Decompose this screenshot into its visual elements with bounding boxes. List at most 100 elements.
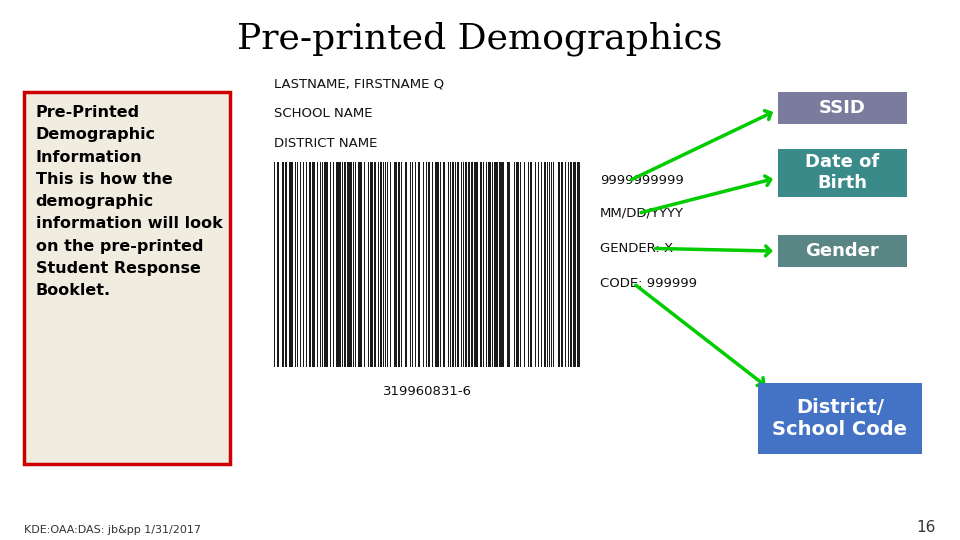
- Bar: [528, 162, 529, 367]
- Bar: [305, 162, 306, 367]
- Text: Gender: Gender: [805, 242, 879, 260]
- Bar: [344, 162, 347, 367]
- Bar: [284, 162, 287, 367]
- Bar: [428, 162, 430, 367]
- Bar: [523, 162, 525, 367]
- Bar: [455, 162, 456, 367]
- Bar: [276, 162, 279, 367]
- Bar: [461, 162, 462, 367]
- Bar: [282, 162, 283, 367]
- FancyBboxPatch shape: [758, 383, 922, 454]
- Bar: [274, 162, 275, 367]
- Bar: [358, 162, 362, 367]
- Bar: [355, 162, 356, 367]
- Bar: [541, 162, 542, 367]
- Text: LASTNAME, FIRSTNAME Q: LASTNAME, FIRSTNAME Q: [274, 77, 444, 90]
- Bar: [371, 162, 372, 367]
- Bar: [364, 162, 365, 367]
- FancyBboxPatch shape: [24, 92, 230, 464]
- Bar: [567, 162, 568, 367]
- Text: Date of
Birth: Date of Birth: [805, 153, 879, 192]
- Bar: [297, 162, 298, 367]
- Bar: [418, 162, 420, 367]
- Bar: [289, 162, 294, 367]
- Bar: [309, 162, 311, 367]
- Bar: [444, 162, 445, 367]
- Bar: [474, 162, 478, 367]
- Bar: [425, 162, 426, 367]
- Bar: [342, 162, 343, 367]
- Bar: [561, 162, 564, 367]
- Bar: [489, 162, 491, 367]
- Bar: [423, 162, 424, 367]
- Bar: [320, 162, 321, 367]
- Bar: [432, 162, 433, 367]
- Bar: [380, 162, 381, 367]
- Bar: [558, 162, 560, 367]
- Bar: [413, 162, 414, 367]
- Bar: [415, 162, 416, 367]
- Bar: [463, 162, 464, 367]
- Bar: [565, 162, 566, 367]
- Bar: [385, 162, 386, 367]
- Bar: [468, 162, 469, 367]
- Bar: [483, 162, 484, 367]
- Text: CODE: 999999: CODE: 999999: [600, 277, 697, 290]
- Bar: [573, 162, 576, 367]
- Bar: [336, 162, 341, 367]
- Bar: [317, 162, 318, 367]
- Text: SCHOOL NAME: SCHOOL NAME: [274, 107, 372, 120]
- Bar: [499, 162, 504, 367]
- Text: 16: 16: [917, 519, 936, 535]
- Bar: [387, 162, 388, 367]
- Bar: [551, 162, 552, 367]
- Bar: [440, 162, 441, 367]
- Bar: [401, 162, 402, 367]
- Text: District/
School Code: District/ School Code: [773, 398, 907, 439]
- Bar: [410, 162, 411, 367]
- Bar: [520, 162, 521, 367]
- Bar: [493, 162, 498, 367]
- Text: KDE:OAA:DAS: jb&pp 1/31/2017: KDE:OAA:DAS: jb&pp 1/31/2017: [24, 524, 201, 535]
- Bar: [312, 162, 316, 367]
- Bar: [578, 162, 580, 367]
- Bar: [373, 162, 376, 367]
- Bar: [324, 162, 327, 367]
- Bar: [530, 162, 533, 367]
- Bar: [570, 162, 572, 367]
- Bar: [516, 162, 519, 367]
- Bar: [549, 162, 550, 367]
- Text: 9999999999: 9999999999: [600, 174, 684, 187]
- Bar: [544, 162, 545, 367]
- Bar: [436, 162, 439, 367]
- Bar: [348, 162, 351, 367]
- Text: MM/DD/YYYY: MM/DD/YYYY: [600, 207, 684, 220]
- Bar: [514, 162, 515, 367]
- Bar: [466, 162, 468, 367]
- Bar: [470, 162, 473, 367]
- Bar: [394, 162, 396, 367]
- Bar: [322, 162, 324, 367]
- Text: Pre-printed Demographics: Pre-printed Demographics: [237, 22, 723, 56]
- FancyBboxPatch shape: [778, 148, 907, 197]
- Bar: [329, 162, 331, 367]
- Bar: [450, 162, 451, 367]
- Bar: [452, 162, 454, 367]
- Bar: [538, 162, 539, 367]
- Text: Pre-Printed
Demographic
Information
This is how the
demographic
information will: Pre-Printed Demographic Information This…: [36, 105, 223, 298]
- Bar: [479, 162, 482, 367]
- Bar: [546, 162, 548, 367]
- Bar: [303, 162, 304, 367]
- FancyBboxPatch shape: [778, 235, 907, 267]
- FancyBboxPatch shape: [778, 92, 907, 124]
- Bar: [398, 162, 400, 367]
- Bar: [447, 162, 448, 367]
- Bar: [458, 162, 459, 367]
- Text: GENDER: X: GENDER: X: [600, 242, 673, 255]
- Bar: [391, 162, 392, 367]
- Text: SSID: SSID: [819, 99, 866, 117]
- Bar: [369, 162, 370, 367]
- Bar: [507, 162, 511, 367]
- Bar: [486, 162, 488, 367]
- Bar: [535, 162, 536, 367]
